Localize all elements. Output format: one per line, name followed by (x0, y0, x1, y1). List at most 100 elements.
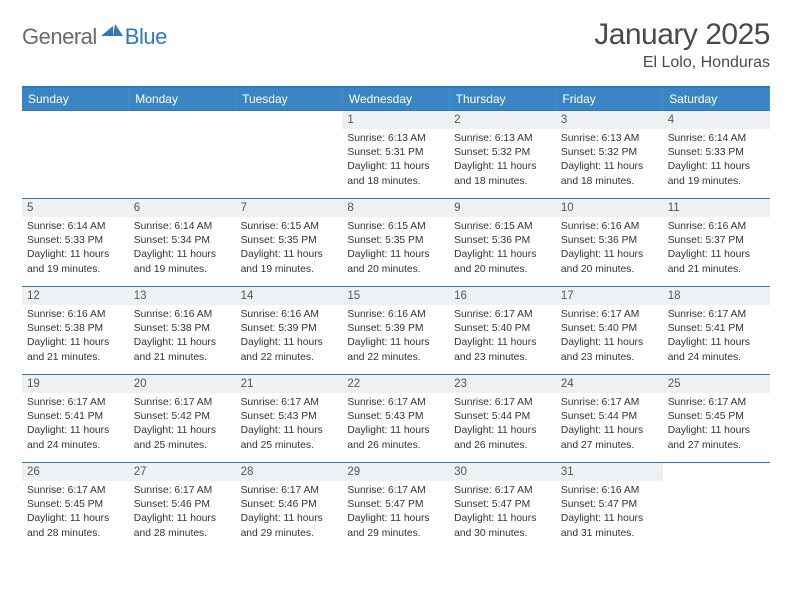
calendar-day-cell: 16Sunrise: 6:17 AMSunset: 5:40 PMDayligh… (449, 287, 556, 375)
calendar-day-cell: 17Sunrise: 6:17 AMSunset: 5:40 PMDayligh… (556, 287, 663, 375)
logo: General Blue (22, 18, 167, 51)
calendar-day-cell: .. (663, 463, 770, 551)
calendar-week-row: ......1Sunrise: 6:13 AMSunset: 5:31 PMDa… (22, 111, 770, 199)
weekday-header: Sunday (22, 87, 129, 111)
weekday-header: Friday (556, 87, 663, 111)
day-number: 26 (22, 463, 129, 481)
weekday-header: Saturday (663, 87, 770, 111)
logo-mark-icon (101, 22, 123, 41)
day-number: 8 (342, 199, 449, 217)
day-number: 28 (236, 463, 343, 481)
day-details: Sunrise: 6:17 AMSunset: 5:44 PMDaylight:… (556, 393, 663, 457)
day-details: Sunrise: 6:13 AMSunset: 5:31 PMDaylight:… (342, 129, 449, 193)
day-number: 7 (236, 199, 343, 217)
day-number: 19 (22, 375, 129, 393)
day-number: 27 (129, 463, 236, 481)
calendar-day-cell: 9Sunrise: 6:15 AMSunset: 5:36 PMDaylight… (449, 199, 556, 287)
weekday-header: Tuesday (236, 87, 343, 111)
calendar-day-cell: 18Sunrise: 6:17 AMSunset: 5:41 PMDayligh… (663, 287, 770, 375)
day-details: Sunrise: 6:13 AMSunset: 5:32 PMDaylight:… (449, 129, 556, 193)
day-number: 4 (663, 111, 770, 129)
calendar-week-row: 5Sunrise: 6:14 AMSunset: 5:33 PMDaylight… (22, 199, 770, 287)
day-number: 23 (449, 375, 556, 393)
day-details: Sunrise: 6:17 AMSunset: 5:46 PMDaylight:… (236, 481, 343, 545)
day-details: Sunrise: 6:17 AMSunset: 5:42 PMDaylight:… (129, 393, 236, 457)
day-details: Sunrise: 6:17 AMSunset: 5:43 PMDaylight:… (342, 393, 449, 457)
calendar-day-cell: 24Sunrise: 6:17 AMSunset: 5:44 PMDayligh… (556, 375, 663, 463)
calendar-head: SundayMondayTuesdayWednesdayThursdayFrid… (22, 87, 770, 111)
weekday-header: Thursday (449, 87, 556, 111)
calendar-day-cell: 25Sunrise: 6:17 AMSunset: 5:45 PMDayligh… (663, 375, 770, 463)
calendar-day-cell: 26Sunrise: 6:17 AMSunset: 5:45 PMDayligh… (22, 463, 129, 551)
calendar-week-row: 19Sunrise: 6:17 AMSunset: 5:41 PMDayligh… (22, 375, 770, 463)
calendar-day-cell: 13Sunrise: 6:16 AMSunset: 5:38 PMDayligh… (129, 287, 236, 375)
day-number: 22 (342, 375, 449, 393)
calendar-day-cell: 5Sunrise: 6:14 AMSunset: 5:33 PMDaylight… (22, 199, 129, 287)
day-number: 16 (449, 287, 556, 305)
day-number: 3 (556, 111, 663, 129)
page-header: General Blue January 2025 El Lolo, Hondu… (22, 18, 770, 72)
title-block: January 2025 El Lolo, Honduras (594, 18, 770, 72)
day-details: Sunrise: 6:17 AMSunset: 5:45 PMDaylight:… (22, 481, 129, 545)
day-number: 14 (236, 287, 343, 305)
calendar-day-cell: 23Sunrise: 6:17 AMSunset: 5:44 PMDayligh… (449, 375, 556, 463)
day-number: 31 (556, 463, 663, 481)
calendar-day-cell: 14Sunrise: 6:16 AMSunset: 5:39 PMDayligh… (236, 287, 343, 375)
day-details: Sunrise: 6:17 AMSunset: 5:47 PMDaylight:… (449, 481, 556, 545)
day-number: 24 (556, 375, 663, 393)
day-details: Sunrise: 6:16 AMSunset: 5:38 PMDaylight:… (22, 305, 129, 369)
calendar-day-cell: 6Sunrise: 6:14 AMSunset: 5:34 PMDaylight… (129, 199, 236, 287)
day-number: 12 (22, 287, 129, 305)
calendar-day-cell: .. (129, 111, 236, 199)
calendar-day-cell: 19Sunrise: 6:17 AMSunset: 5:41 PMDayligh… (22, 375, 129, 463)
calendar-day-cell: 8Sunrise: 6:15 AMSunset: 5:35 PMDaylight… (342, 199, 449, 287)
day-details: Sunrise: 6:17 AMSunset: 5:47 PMDaylight:… (342, 481, 449, 545)
calendar-day-cell: 3Sunrise: 6:13 AMSunset: 5:32 PMDaylight… (556, 111, 663, 199)
day-details: Sunrise: 6:15 AMSunset: 5:36 PMDaylight:… (449, 217, 556, 281)
calendar-day-cell: 10Sunrise: 6:16 AMSunset: 5:36 PMDayligh… (556, 199, 663, 287)
day-number: 6 (129, 199, 236, 217)
day-details: Sunrise: 6:14 AMSunset: 5:33 PMDaylight:… (22, 217, 129, 281)
calendar-page: General Blue January 2025 El Lolo, Hondu… (0, 0, 792, 551)
day-number: 20 (129, 375, 236, 393)
calendar-day-cell: 12Sunrise: 6:16 AMSunset: 5:38 PMDayligh… (22, 287, 129, 375)
weekday-row: SundayMondayTuesdayWednesdayThursdayFrid… (22, 87, 770, 111)
day-number: 2 (449, 111, 556, 129)
day-details: Sunrise: 6:16 AMSunset: 5:38 PMDaylight:… (129, 305, 236, 369)
day-number: 9 (449, 199, 556, 217)
day-number: 17 (556, 287, 663, 305)
calendar-body: ......1Sunrise: 6:13 AMSunset: 5:31 PMDa… (22, 111, 770, 551)
day-details: Sunrise: 6:17 AMSunset: 5:40 PMDaylight:… (556, 305, 663, 369)
calendar-day-cell: 31Sunrise: 6:16 AMSunset: 5:47 PMDayligh… (556, 463, 663, 551)
day-details: Sunrise: 6:17 AMSunset: 5:41 PMDaylight:… (663, 305, 770, 369)
calendar-week-row: 12Sunrise: 6:16 AMSunset: 5:38 PMDayligh… (22, 287, 770, 375)
calendar-day-cell: 7Sunrise: 6:15 AMSunset: 5:35 PMDaylight… (236, 199, 343, 287)
day-details: Sunrise: 6:17 AMSunset: 5:41 PMDaylight:… (22, 393, 129, 457)
day-number: 25 (663, 375, 770, 393)
day-number: 10 (556, 199, 663, 217)
day-details: Sunrise: 6:16 AMSunset: 5:39 PMDaylight:… (236, 305, 343, 369)
calendar-day-cell: 4Sunrise: 6:14 AMSunset: 5:33 PMDaylight… (663, 111, 770, 199)
calendar-day-cell: 2Sunrise: 6:13 AMSunset: 5:32 PMDaylight… (449, 111, 556, 199)
calendar-day-cell: 22Sunrise: 6:17 AMSunset: 5:43 PMDayligh… (342, 375, 449, 463)
day-details: Sunrise: 6:16 AMSunset: 5:36 PMDaylight:… (556, 217, 663, 281)
day-number: 18 (663, 287, 770, 305)
day-details: Sunrise: 6:13 AMSunset: 5:32 PMDaylight:… (556, 129, 663, 193)
weekday-header: Monday (129, 87, 236, 111)
calendar-day-cell: 20Sunrise: 6:17 AMSunset: 5:42 PMDayligh… (129, 375, 236, 463)
day-number: 30 (449, 463, 556, 481)
calendar-day-cell: 30Sunrise: 6:17 AMSunset: 5:47 PMDayligh… (449, 463, 556, 551)
day-details: Sunrise: 6:14 AMSunset: 5:34 PMDaylight:… (129, 217, 236, 281)
day-number: 11 (663, 199, 770, 217)
day-details: Sunrise: 6:14 AMSunset: 5:33 PMDaylight:… (663, 129, 770, 193)
day-number: 29 (342, 463, 449, 481)
page-title: January 2025 (594, 18, 770, 52)
page-location: El Lolo, Honduras (594, 54, 770, 72)
calendar-day-cell: .. (236, 111, 343, 199)
calendar-table: SundayMondayTuesdayWednesdayThursdayFrid… (22, 86, 770, 551)
day-number: 15 (342, 287, 449, 305)
day-details: Sunrise: 6:17 AMSunset: 5:46 PMDaylight:… (129, 481, 236, 545)
calendar-day-cell: 29Sunrise: 6:17 AMSunset: 5:47 PMDayligh… (342, 463, 449, 551)
calendar-week-row: 26Sunrise: 6:17 AMSunset: 5:45 PMDayligh… (22, 463, 770, 551)
day-details: Sunrise: 6:17 AMSunset: 5:45 PMDaylight:… (663, 393, 770, 457)
